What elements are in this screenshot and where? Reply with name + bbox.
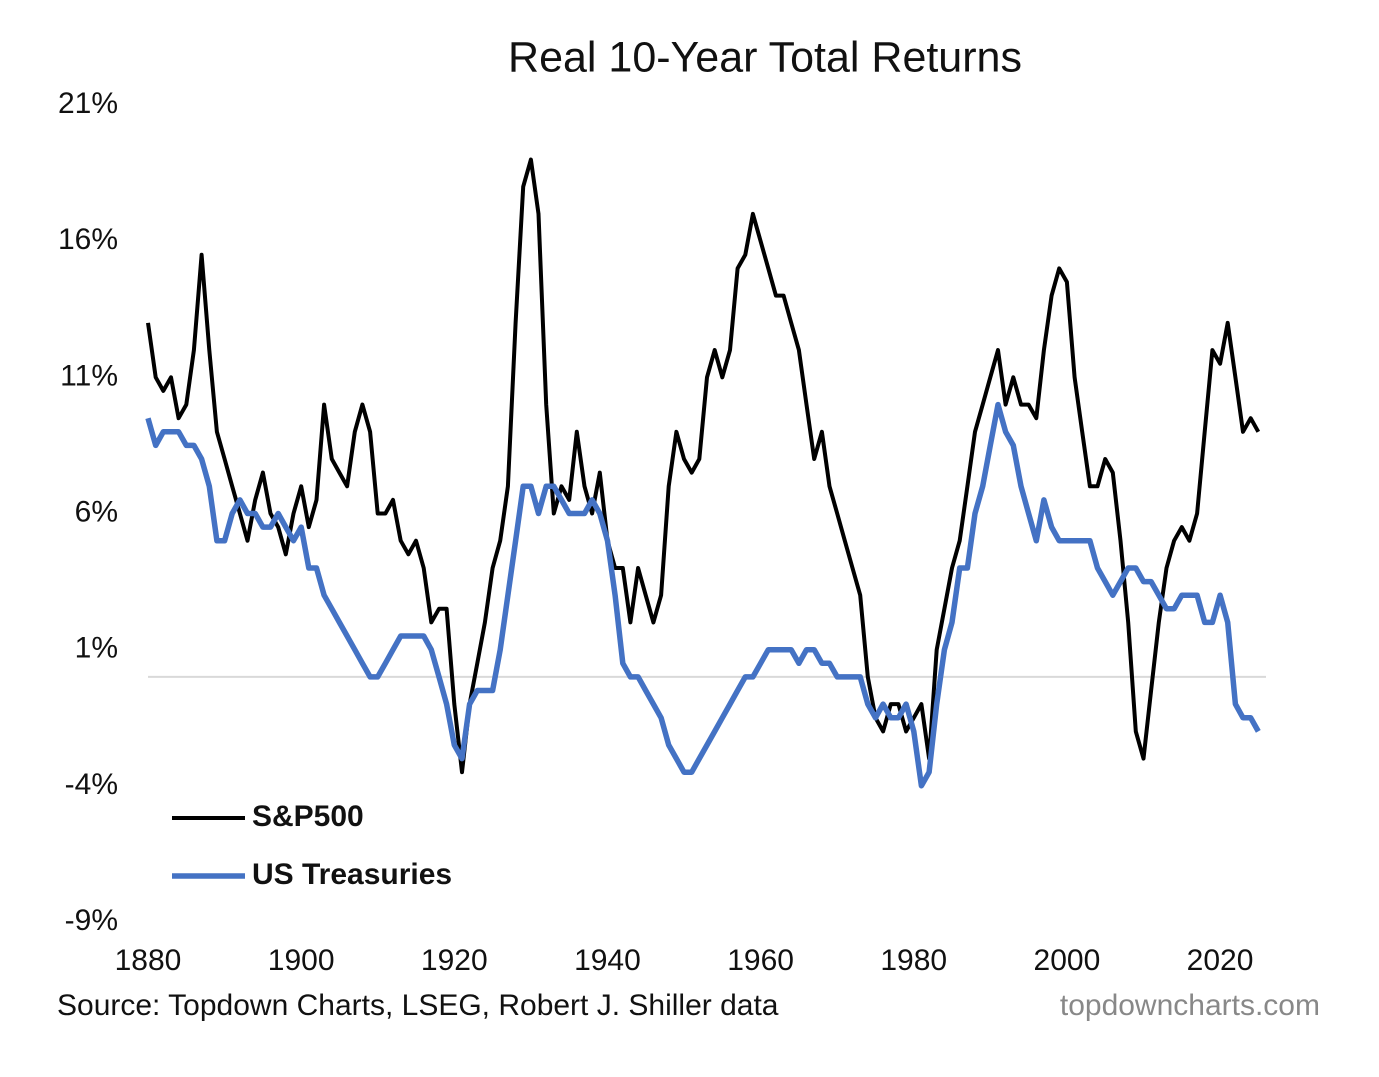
y-tick-label: -4% — [65, 768, 118, 801]
y-tick-label: -9% — [65, 904, 118, 937]
legend-label: US Treasuries — [252, 858, 452, 891]
watermark: topdowncharts.com — [1060, 989, 1320, 1022]
series-line — [145, 401, 1261, 789]
x-tick-label: 1940 — [574, 944, 641, 977]
y-tick-label: 6% — [75, 495, 118, 528]
x-tick-label: 1880 — [115, 944, 182, 977]
source-note: Source: Topdown Charts, LSEG, Robert J. … — [57, 989, 779, 1022]
x-tick-label: 1980 — [880, 944, 947, 977]
y-tick-label: 16% — [58, 223, 118, 256]
y-tick-label: 21% — [58, 87, 118, 120]
x-tick-label: 2020 — [1187, 944, 1254, 977]
y-tick-label: 1% — [75, 632, 118, 665]
y-tick-label: 11% — [60, 359, 118, 392]
chart-title: Real 10-Year Total Returns — [508, 33, 1022, 81]
series-line — [146, 157, 1261, 775]
x-tick-label: 1900 — [268, 944, 335, 977]
x-tick-label: 1920 — [421, 944, 488, 977]
x-tick-label: 2000 — [1034, 944, 1101, 977]
legend-label: S&P500 — [252, 800, 364, 833]
x-tick-label: 1960 — [727, 944, 794, 977]
